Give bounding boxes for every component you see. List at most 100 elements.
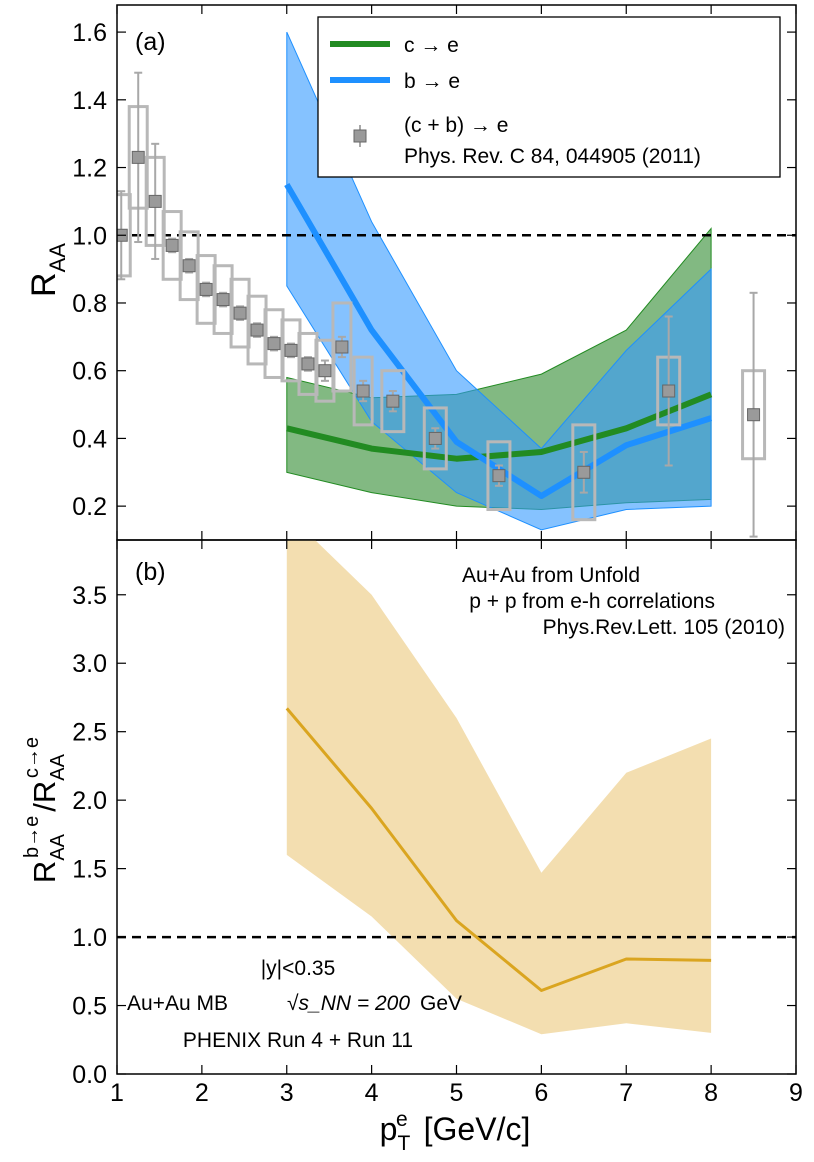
point-marker <box>662 384 676 398</box>
point-marker <box>428 431 442 445</box>
point-marker <box>492 469 506 483</box>
x-tick-label: 5 <box>450 1079 464 1107</box>
annotation-auau-unfold: Au+Au from Unfold <box>462 564 640 587</box>
data-point <box>380 369 406 434</box>
data-point <box>161 210 183 281</box>
panel-b-frame <box>116 539 797 1075</box>
series-line-c-to-e <box>286 391 713 462</box>
point-marker <box>267 337 281 351</box>
sys-error-box <box>331 301 353 393</box>
legend-cb-marker <box>353 129 367 143</box>
point-marker <box>216 293 230 307</box>
data-point <box>229 277 251 349</box>
panel-b-label: (b) <box>135 558 166 586</box>
data-point <box>144 142 166 260</box>
y-tick-label: 1.2 <box>72 155 107 183</box>
annotation-phenix: PHENIX Run 4 + Run 11 <box>183 1029 413 1052</box>
point-marker <box>131 150 145 164</box>
point-marker <box>233 306 247 320</box>
y-tick-label: 1.6 <box>72 19 107 47</box>
panel-b: 0.0 0.5 1.0 1.5 2.0 2.5 3.0 3.5 1 2 3 4 5 6 7 8 9 (b) A… <box>21 539 803 1155</box>
point-marker <box>182 259 196 273</box>
panel-b-y-ticks: 0.0 0.5 1.0 1.5 2.0 2.5 3.0 3.5 <box>72 582 796 1089</box>
y-tick-label: 0.0 <box>72 1061 107 1089</box>
ratio-band <box>286 540 712 1035</box>
point-marker <box>301 357 315 371</box>
ratio-line <box>285 707 712 992</box>
legend-b-label: b → e <box>404 70 460 93</box>
annotation-prl: Phys.Rev.Lett. 105 (2010) <box>543 616 785 639</box>
x-tick-label: 3 <box>280 1079 294 1107</box>
point-marker <box>577 465 591 479</box>
y-tick-label: 3.5 <box>72 582 107 610</box>
y-tick-label: 1.0 <box>72 924 107 952</box>
panel-a-data-points <box>117 71 767 538</box>
point-marker <box>148 194 162 208</box>
sys-error-box <box>352 355 374 427</box>
panel-b-y-axis-label: RAAb→e/RAAc→e <box>21 737 69 883</box>
svg-text:RAAb→e/RAAc→e: RAAb→e/RAAc→e <box>21 737 69 883</box>
point-marker <box>199 282 213 296</box>
panel-a-y-axis-label: RAA <box>25 243 70 297</box>
data-point <box>263 308 285 379</box>
annotation-auau-mb: Au+Au MB <box>127 992 228 1015</box>
data-point <box>195 254 217 325</box>
annotation-gev: GeV <box>420 992 462 1015</box>
x-tick-label: 4 <box>365 1079 379 1107</box>
point-marker <box>747 408 761 422</box>
data-point <box>280 318 302 383</box>
data-point <box>178 230 200 302</box>
y-tick-label: 0.2 <box>72 493 107 521</box>
point-marker <box>356 384 370 398</box>
panel-b-bands <box>286 540 712 1035</box>
sys-error-box <box>571 423 597 522</box>
y-tick-label: 0.6 <box>72 358 107 386</box>
x-axis-label: pTe [GeV/c] <box>380 1108 531 1155</box>
y-tick-label: 0.8 <box>72 290 107 318</box>
x-tick-label: 6 <box>534 1079 548 1107</box>
panel-a-y-ticks: 0.2 0.4 0.6 0.8 1.0 1.2 1.4 1.6 <box>72 5 797 540</box>
annotation-sqrt-snn: √s_NN = 200 <box>287 992 410 1015</box>
x-tick-label: 9 <box>789 1079 803 1107</box>
data-point <box>486 440 512 512</box>
x-tick-label: 1 <box>110 1079 124 1107</box>
data-point <box>246 294 268 366</box>
x-tick-label: 2 <box>195 1079 209 1107</box>
y-tick-label: 1.5 <box>72 856 107 884</box>
data-point <box>571 423 597 522</box>
x-tick-label: 8 <box>704 1079 718 1107</box>
point-marker <box>318 364 332 378</box>
data-point <box>212 264 234 335</box>
point-marker <box>335 340 349 354</box>
legend-cb-reference: Phys. Rev. C 84, 044905 (2011) <box>404 145 701 168</box>
sys-error-box <box>380 369 406 434</box>
y-tick-label: 1.0 <box>72 222 107 250</box>
data-point <box>741 291 767 538</box>
y-tick-label: 3.0 <box>72 650 107 678</box>
legend-cb-label: (c + b) → e <box>404 114 508 137</box>
data-point <box>656 315 682 467</box>
y-tick-label: 2.0 <box>72 787 107 815</box>
point-marker <box>165 238 179 252</box>
data-point <box>352 355 374 427</box>
legend-frame <box>317 16 781 178</box>
panel-b-x-ticks: 1 2 3 4 5 6 7 8 9 <box>110 540 803 1107</box>
data-point <box>422 406 448 471</box>
y-tick-label: 1.4 <box>72 87 107 115</box>
panel-a-label: (a) <box>135 28 166 56</box>
panel-b-series-lines <box>285 707 712 992</box>
data-point <box>331 301 353 393</box>
y-tick-label: 2.5 <box>72 719 107 747</box>
point-marker <box>386 394 400 408</box>
data-point <box>127 71 149 244</box>
annotation-pp-eh: p + p from e-h correlations <box>469 590 715 613</box>
x-tick-label: 7 <box>619 1079 633 1107</box>
point-marker <box>284 343 298 357</box>
legend-c-label: c → e <box>404 34 459 57</box>
sys-error-box <box>422 406 448 471</box>
point-marker <box>250 323 264 337</box>
sys-error-box <box>486 440 512 512</box>
y-tick-label: 0.4 <box>72 425 107 453</box>
panel-a: 0.2 0.4 0.6 0.8 1.0 1.2 1.4 1.6 (a) RAA c → e b… <box>25 4 797 541</box>
